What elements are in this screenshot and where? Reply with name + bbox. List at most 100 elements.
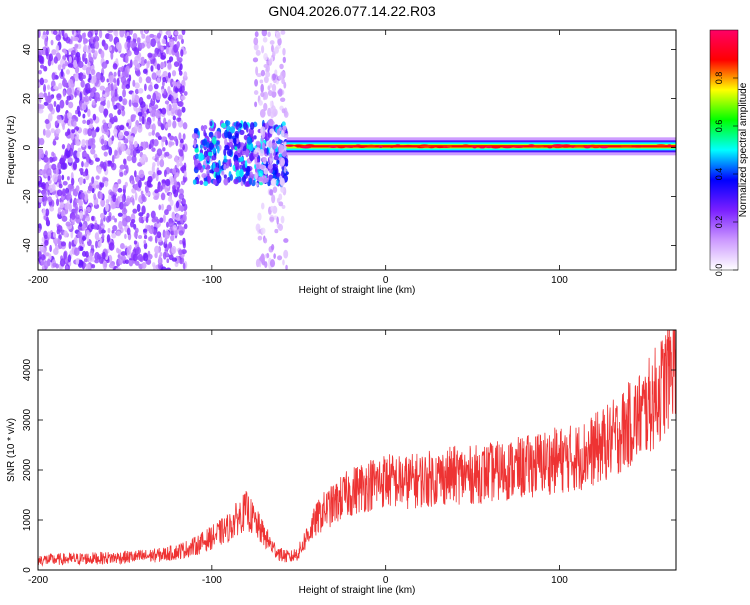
heatmap-cell (113, 78, 117, 84)
heatmap-cell (248, 127, 254, 136)
heatmap-cell (273, 253, 276, 259)
heatmap-cell (141, 261, 147, 269)
y-tick-label: 1000 (22, 508, 33, 531)
heatmap-cell (167, 30, 172, 38)
band-speck (378, 145, 383, 148)
heatmap-cell (142, 68, 148, 74)
heatmap-cell (155, 109, 161, 119)
heatmap-cell (55, 263, 59, 269)
heatmap-cell (79, 246, 84, 251)
heatmap-cell (269, 259, 276, 268)
heatmap-cell (38, 49, 44, 56)
heatmap-cell (61, 188, 66, 197)
heatmap-cell (107, 30, 114, 34)
heatmap-cell (138, 216, 144, 224)
heatmap-cell (102, 161, 107, 171)
heatmap-cell (172, 185, 176, 191)
colorbar-tick-label: 0.4 (714, 168, 724, 181)
heatmap-cell (213, 146, 216, 154)
heatmap-cell (182, 198, 186, 205)
heatmap-cell (77, 231, 83, 239)
heatmap-cell (77, 61, 84, 69)
heatmap-cell (115, 198, 119, 206)
heatmap-cell (154, 235, 158, 244)
heatmap-cell (41, 190, 47, 198)
heatmap-cell (65, 187, 70, 194)
heatmap-cell (271, 142, 278, 150)
x-tick-label: -200 (28, 575, 48, 586)
heatmap-cell (38, 182, 44, 188)
heatmap-cell (64, 202, 70, 210)
heatmap-cell (261, 227, 266, 235)
heatmap-cell (248, 177, 253, 185)
heatmap-cell (83, 151, 88, 158)
heatmap-cell (180, 38, 184, 45)
heatmap-cell (82, 235, 87, 242)
heatmap-cell (177, 108, 182, 118)
heatmap-cell (182, 262, 186, 270)
heatmap-cell (143, 234, 148, 240)
heatmap-cell (213, 167, 220, 173)
heatmap-cell (279, 63, 284, 70)
heatmap-cell (194, 148, 199, 154)
heatmap-cell (158, 204, 162, 211)
heatmap-cell (143, 239, 147, 245)
heatmap-cell (124, 233, 127, 240)
heatmap-cell (224, 144, 230, 151)
heatmap-cell (267, 31, 271, 38)
heatmap-cell (38, 69, 43, 75)
heatmap-cell (207, 151, 213, 157)
heatmap-cell (277, 37, 282, 46)
band-speck (446, 145, 452, 148)
heatmap-cell (243, 134, 248, 141)
heatmap-cell (126, 42, 131, 49)
heatmap-cell (229, 174, 233, 181)
heatmap-cell (151, 123, 156, 132)
heatmap-cell (156, 32, 162, 39)
heatmap-cell (107, 227, 111, 234)
heatmap-cell (95, 157, 100, 162)
heatmap-cell (107, 215, 112, 222)
band-speck (620, 145, 633, 148)
heatmap-cell (239, 169, 244, 178)
heatmap-cell (113, 104, 118, 110)
heatmap-cell (73, 59, 78, 69)
heatmap-cell (64, 50, 68, 55)
x-tick-label: -100 (202, 275, 222, 286)
heatmap-cell (119, 201, 124, 210)
heatmap-cell (146, 61, 150, 69)
band-speck (294, 144, 302, 148)
heatmap-cell (113, 115, 118, 123)
heatmap-cell (279, 177, 285, 187)
heatmap-cell (235, 121, 239, 131)
heatmap-cell (75, 116, 79, 122)
heatmap-cell (76, 33, 83, 43)
band-speck (547, 145, 553, 149)
heatmap-cell (199, 180, 204, 185)
heatmap-cell (93, 180, 99, 186)
heatmap-cell (147, 52, 153, 58)
heatmap-cell (175, 200, 180, 209)
heatmap-cell (65, 265, 69, 270)
x-tick-label: -200 (28, 275, 48, 286)
heatmap-cell (169, 199, 174, 207)
heatmap-cell (87, 185, 93, 192)
heatmap-cell (53, 100, 57, 108)
heatmap-cell (53, 85, 58, 90)
heatmap-cell (144, 30, 148, 34)
heatmap-cell (78, 167, 84, 172)
heatmap-cell (280, 30, 286, 35)
heatmap-cell (41, 196, 45, 203)
heatmap-cell (235, 138, 239, 144)
heatmap-cell (138, 115, 142, 122)
heatmap-cell (92, 75, 97, 84)
heatmap-cell (82, 74, 87, 80)
heatmap-cell (100, 50, 105, 59)
heatmap-cell (167, 119, 172, 128)
heatmap-cell (125, 84, 131, 90)
heatmap-cell (115, 41, 122, 50)
heatmap-cell (126, 246, 131, 256)
heatmap-cell (121, 109, 126, 117)
heatmap-cell (160, 266, 167, 270)
